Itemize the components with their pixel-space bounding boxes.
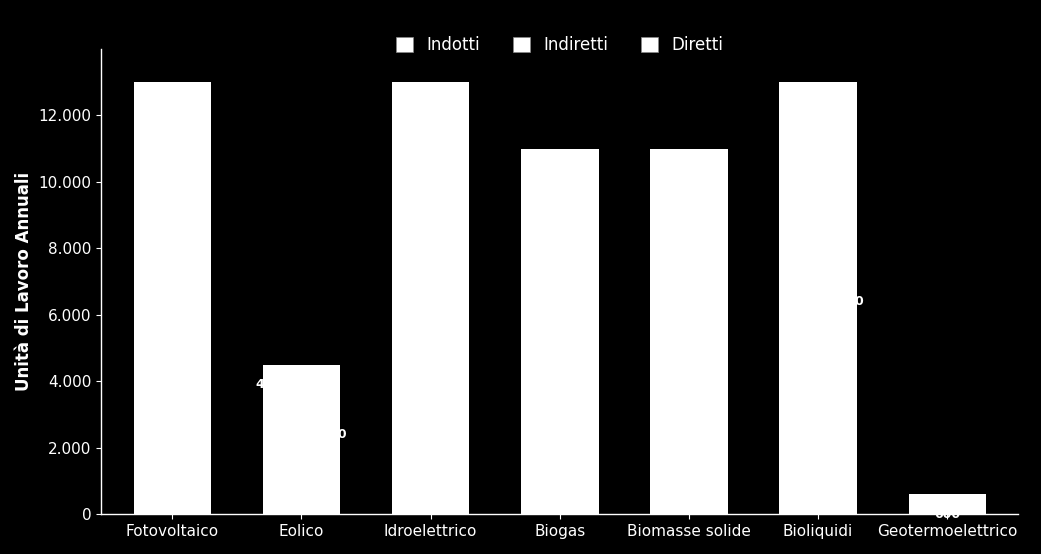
Bar: [133, 82, 211, 514]
Text: 3.000: 3.000: [307, 428, 347, 441]
Text: 4.500: 4.500: [256, 378, 296, 391]
Text: 600: 600: [934, 507, 961, 521]
Bar: [780, 281, 857, 514]
Text: 13.000: 13.000: [148, 95, 197, 109]
Bar: [262, 365, 340, 514]
Bar: [391, 82, 469, 514]
Bar: [522, 148, 599, 514]
Bar: [780, 82, 857, 514]
Bar: [133, 82, 211, 514]
Bar: [391, 82, 469, 514]
Bar: [651, 148, 728, 514]
Text: 11.000: 11.000: [535, 162, 584, 175]
Bar: [909, 494, 986, 514]
Bar: [651, 148, 728, 514]
Bar: [262, 414, 340, 514]
Y-axis label: Unità di Lavoro Annuali: Unità di Lavoro Annuali: [15, 172, 33, 391]
Bar: [133, 82, 211, 514]
Text: 13.000: 13.000: [406, 95, 455, 109]
Text: 7.000: 7.000: [824, 295, 864, 308]
Bar: [651, 148, 728, 514]
Bar: [780, 82, 857, 514]
Bar: [522, 148, 599, 514]
Legend: Indotti, Indiretti, Diretti: Indotti, Indiretti, Diretti: [389, 29, 730, 60]
Bar: [909, 494, 986, 514]
Bar: [522, 148, 599, 514]
Bar: [909, 494, 986, 514]
Text: 11.000: 11.000: [665, 162, 713, 175]
Bar: [391, 82, 469, 514]
